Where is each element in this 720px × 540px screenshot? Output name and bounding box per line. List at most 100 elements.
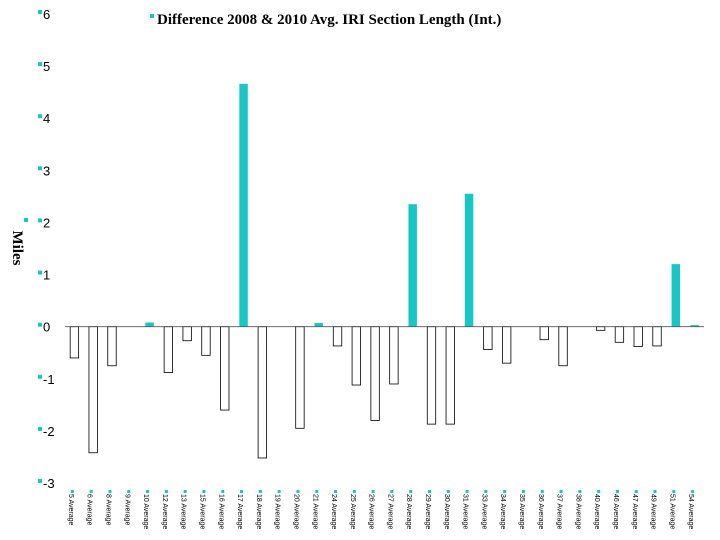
x-tick-label: 49 Average	[650, 494, 657, 529]
x-tick-marker	[409, 490, 413, 493]
y-tick-marker	[38, 479, 42, 483]
legend-swatch	[150, 14, 154, 18]
x-tick: 40 Average	[593, 490, 600, 529]
y-tick-label: 6	[43, 7, 50, 22]
x-tick-label: 29 Average	[424, 494, 431, 529]
bar	[332, 326, 343, 347]
x-tick-marker	[371, 490, 375, 493]
y-tick-marker	[38, 426, 42, 431]
x-tick: 46 Average	[612, 490, 619, 529]
x-tick-marker	[446, 490, 450, 493]
x-tick-label: 5 Average	[67, 494, 74, 526]
y-tick-marker	[38, 270, 42, 275]
bar	[201, 326, 211, 356]
bar	[558, 326, 568, 367]
x-tick: 9 Average	[123, 490, 130, 526]
x-tick-marker	[465, 490, 469, 493]
x-tick: 47 Average	[631, 490, 638, 529]
x-tick-marker	[127, 490, 131, 493]
bar	[671, 264, 681, 327]
bar	[614, 326, 625, 343]
x-tick-marker	[164, 490, 168, 493]
y-tick-label: -3	[43, 476, 55, 491]
y-tick-label: 4	[43, 111, 50, 126]
bar	[652, 326, 662, 347]
x-tick: 54 Average	[687, 490, 694, 529]
x-tick-marker	[277, 490, 281, 493]
x-tick-marker	[334, 490, 338, 493]
x-tick-label: 21 Average	[311, 494, 318, 529]
x-tick-marker	[521, 490, 525, 493]
y-tick-marker	[38, 218, 42, 223]
bar	[145, 322, 154, 327]
x-tick-marker	[183, 490, 187, 493]
x-tick-label: 34 Average	[499, 494, 506, 529]
x-tick-label: 31 Average	[462, 494, 469, 529]
x-tick-label: 40 Average	[593, 494, 600, 529]
x-tick-marker	[202, 490, 206, 493]
y-tick-marker	[38, 374, 42, 379]
y-tick-marker	[38, 114, 42, 119]
x-tick-label: 10 Average	[142, 494, 149, 529]
x-tick-marker	[315, 490, 319, 493]
x-tick-label: 8 Average	[105, 494, 112, 526]
x-tick-marker	[484, 490, 488, 493]
y-tick-marker	[38, 62, 42, 67]
x-tick-marker	[146, 490, 150, 493]
x-tick: 33 Average	[480, 490, 487, 529]
x-tick-marker	[221, 490, 225, 493]
x-tick-label: 27 Average	[386, 494, 393, 529]
x-tick-marker	[108, 490, 112, 493]
bar	[351, 326, 361, 386]
x-tick: 24 Average	[330, 490, 337, 529]
x-tick-label: 12 Average	[161, 494, 168, 529]
x-tick-marker	[352, 490, 356, 493]
bar	[69, 326, 80, 359]
x-tick-label: 30 Average	[443, 494, 450, 529]
x-tick: 27 Average	[386, 490, 393, 529]
y-axis-label-marker	[24, 218, 28, 222]
x-tick-label: 47 Average	[631, 494, 638, 529]
x-tick: 29 Average	[424, 490, 431, 529]
x-tick-label: 51 Average	[668, 494, 675, 529]
x-tick-marker	[597, 490, 601, 493]
bar	[483, 326, 493, 351]
x-axis-ticks: 5 Average 6 Average 8 Average 9 Average 10 A…	[67, 490, 694, 529]
x-tick: 28 Average	[405, 490, 412, 529]
x-tick-label: 20 Average	[292, 494, 299, 529]
x-tick: 15 Average	[199, 490, 206, 529]
bar	[295, 326, 305, 429]
legend: Difference 2008 & 2010 Avg. IRI Section …	[150, 12, 501, 28]
bar	[464, 193, 474, 327]
x-tick: 13 Average	[180, 490, 187, 529]
x-tick: 34 Average	[499, 490, 506, 529]
x-tick: 25 Average	[349, 490, 356, 529]
y-tick-label: -2	[43, 424, 55, 439]
y-tick-label: 5	[43, 59, 50, 74]
x-tick-marker	[258, 490, 262, 493]
x-tick-label: 54 Average	[687, 494, 694, 529]
y-tick-marker	[38, 10, 42, 14]
x-tick-label: 6 Average	[86, 494, 93, 526]
x-tick: 12 Average	[161, 490, 168, 529]
x-tick-marker	[653, 490, 657, 493]
x-tick-marker	[634, 490, 638, 493]
y-axis-label-group: Miles	[9, 218, 28, 266]
x-tick-label: 35 Average	[518, 494, 525, 529]
x-tick-marker	[559, 490, 563, 493]
bar	[408, 204, 417, 327]
x-tick: 10 Average	[142, 490, 149, 529]
x-tick-marker	[615, 490, 619, 493]
x-tick: 51 Average	[668, 490, 675, 529]
bar	[633, 326, 643, 347]
x-tick-marker	[70, 490, 74, 493]
y-tick-label: -1	[43, 372, 55, 387]
x-tick: 20 Average	[292, 490, 299, 529]
bar	[445, 326, 455, 425]
x-tick-marker	[503, 490, 507, 493]
x-tick-label: 16 Average	[217, 494, 224, 529]
x-tick: 26 Average	[368, 490, 375, 529]
x-tick: 8 Average	[105, 490, 112, 526]
x-tick-label: 17 Average	[236, 494, 243, 529]
